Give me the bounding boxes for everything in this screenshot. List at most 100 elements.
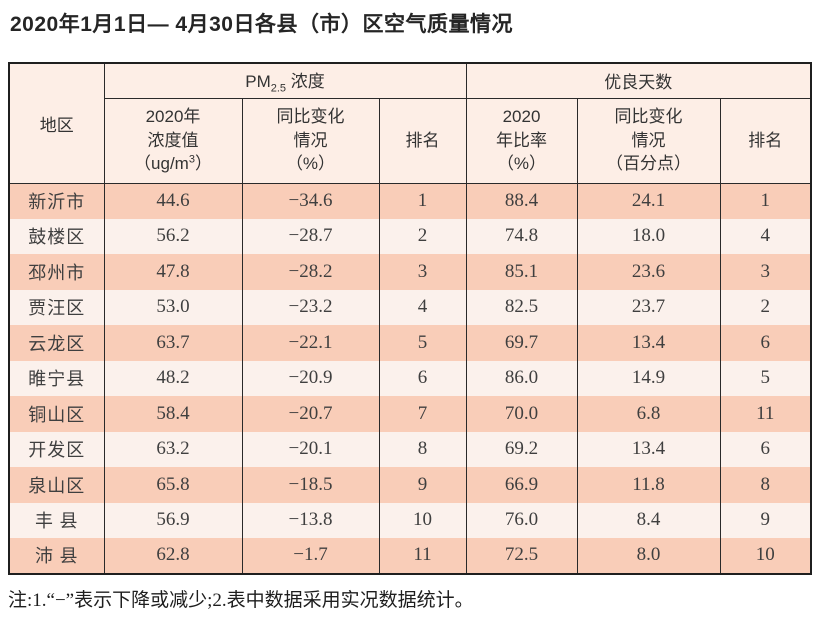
good-change-cell: 8.0 — [576, 538, 721, 574]
good-ratio-line1: 2020 — [502, 106, 541, 126]
pm-change-cell: −20.7 — [241, 396, 380, 432]
good-ratio-cell: 85.1 — [465, 254, 578, 290]
good-ratio-cell: 70.0 — [465, 396, 578, 432]
pm-change-cell: −20.9 — [241, 360, 380, 396]
region-cell: 睢宁县 — [8, 360, 105, 396]
pm-rank-cell: 5 — [378, 325, 467, 361]
col-header-good-ratio: 2020 年比率 （%） — [465, 98, 578, 184]
pm-value-cell: 63.7 — [103, 325, 243, 361]
good-change-cell: 8.4 — [576, 502, 721, 538]
pm-change-cell: −22.1 — [241, 325, 380, 361]
pm-yoy-line2: 情况 — [293, 130, 328, 150]
pm25-label-suffix: 浓度 — [286, 72, 325, 92]
good-yoy-unit: （百分点） — [606, 154, 691, 174]
table-row: 鼓楼区 56.2 −28.7 2 74.8 18.0 4 — [8, 218, 812, 254]
col-header-pm-yoy-change: 同比变化 情况 （%） — [241, 98, 380, 184]
pm-conc-line2: 浓度值 — [147, 130, 199, 150]
col-header-good-rank: 排名 — [719, 98, 812, 184]
table-row: 贾汪区 53.0 −23.2 4 82.5 23.7 2 — [8, 289, 812, 325]
pm-conc-unit: （ug/m3） — [105, 152, 242, 176]
table-row: 泉山区 65.8 −18.5 9 66.9 11.8 8 — [8, 467, 812, 503]
good-ratio-cell: 82.5 — [465, 289, 578, 325]
pm-change-cell: −1.7 — [241, 538, 380, 574]
good-change-cell: 13.4 — [576, 325, 721, 361]
region-cell: 新沂市 — [8, 183, 105, 219]
pm-yoy-line1: 同比变化 — [276, 106, 345, 126]
pm-rank-cell: 9 — [378, 467, 467, 503]
good-ratio-cell: 76.0 — [465, 502, 578, 538]
table-row: 邳州市 47.8 −28.2 3 85.1 23.6 3 — [8, 254, 812, 290]
region-cell: 贾汪区 — [8, 289, 105, 325]
pm-change-cell: −34.6 — [241, 183, 380, 219]
good-ratio-cell: 88.4 — [465, 183, 578, 219]
pm-change-cell: −28.2 — [241, 254, 380, 290]
pm-value-cell: 53.0 — [103, 289, 243, 325]
pm-rank-cell: 3 — [378, 254, 467, 290]
header-group-row: 地区 PM2.5 浓度 优良天数 — [8, 63, 812, 184]
good-yoy-line1: 同比变化 — [614, 106, 683, 126]
region-cell: 泉山区 — [8, 467, 105, 503]
region-cell: 邳州市 — [8, 254, 105, 290]
good-rank-cell: 6 — [719, 325, 812, 361]
good-rank-cell: 4 — [719, 218, 812, 254]
pm-rank-cell: 7 — [378, 396, 467, 432]
pm-value-cell: 44.6 — [103, 183, 243, 219]
pm-change-cell: −18.5 — [241, 467, 380, 503]
good-ratio-cell: 66.9 — [465, 467, 578, 503]
region-cell: 云龙区 — [8, 325, 105, 361]
pm-rank-cell: 2 — [378, 218, 467, 254]
good-ratio-line2: 年比率 — [496, 130, 547, 150]
good-rank-cell: 8 — [719, 467, 812, 503]
good-ratio-cell: 72.5 — [465, 538, 578, 574]
pm-rank-cell: 1 — [378, 183, 467, 219]
good-change-cell: 13.4 — [576, 431, 721, 467]
good-yoy-line2: 情况 — [631, 130, 666, 150]
col-header-pm-rank: 排名 — [378, 98, 467, 184]
good-ratio-cell: 69.2 — [465, 431, 578, 467]
pm-rank-cell: 8 — [378, 431, 467, 467]
col-header-region: 地区 — [8, 63, 105, 184]
pm-rank-cell: 4 — [378, 289, 467, 325]
pm-change-cell: −20.1 — [241, 431, 380, 467]
pm-conc-unit-open: （ug/m — [134, 154, 189, 174]
pm-value-cell: 63.2 — [103, 431, 243, 467]
region-cell: 开发区 — [8, 431, 105, 467]
good-rank-cell: 3 — [719, 254, 812, 290]
table-header: 地区 PM2.5 浓度 优良天数 2020年 浓度值 （ug/m3） 同比变化 … — [8, 63, 812, 184]
pm-value-cell: 47.8 — [103, 254, 243, 290]
footnote: 注:1.“−”表示下降或减少;2.表中数据采用实况数据统计。 — [8, 590, 474, 611]
good-rank-cell: 11 — [719, 396, 812, 432]
good-change-cell: 11.8 — [576, 467, 721, 503]
col-header-pm-concentration: 2020年 浓度值 （ug/m3） — [103, 98, 243, 184]
pm-conc-line1: 2020年 — [145, 106, 201, 126]
good-rank-cell: 1 — [719, 183, 812, 219]
region-cell: 鼓楼区 — [8, 218, 105, 254]
good-ratio-cell: 86.0 — [465, 360, 578, 396]
pm-conc-unit-sup: 3 — [188, 153, 195, 166]
table-row: 睢宁县 48.2 −20.9 6 86.0 14.9 5 — [8, 360, 812, 396]
good-change-cell: 24.1 — [576, 183, 721, 219]
pm-rank-cell: 10 — [378, 502, 467, 538]
table-row: 云龙区 63.7 −22.1 5 69.7 13.4 6 — [8, 325, 812, 361]
col-header-good-yoy-change: 同比变化 情况 （百分点） — [576, 98, 721, 184]
table-body: 新沂市 44.6 −34.6 1 88.4 24.1 1 鼓楼区 56.2 −2… — [8, 183, 812, 574]
good-change-cell: 14.9 — [576, 360, 721, 396]
header-sub-row: 2020年 浓度值 （ug/m3） 同比变化 情况 （%） 排名 2020 年比… — [9, 98, 812, 184]
good-ratio-cell: 69.7 — [465, 325, 578, 361]
good-rank-cell: 10 — [719, 538, 812, 574]
pm-change-cell: −23.2 — [241, 289, 380, 325]
pm-conc-unit-close: ） — [194, 154, 212, 174]
good-change-cell: 23.6 — [576, 254, 721, 290]
good-change-cell: 6.8 — [576, 396, 721, 432]
good-ratio-unit: （%） — [496, 154, 547, 174]
pm-value-cell: 56.2 — [103, 218, 243, 254]
pm-change-cell: −13.8 — [241, 502, 380, 538]
pm-change-cell: −28.7 — [241, 218, 380, 254]
table-row: 丰 县 56.9 −13.8 10 76.0 8.4 9 — [8, 502, 812, 538]
pm-rank-cell: 6 — [378, 360, 467, 396]
pm-yoy-unit: （%） — [285, 154, 336, 174]
pm-value-cell: 62.8 — [103, 538, 243, 574]
table-row: 铜山区 58.4 −20.7 7 70.0 6.8 11 — [8, 396, 812, 432]
col-group-pm25: PM2.5 浓度 — [103, 63, 467, 99]
air-quality-table: 地区 PM2.5 浓度 优良天数 2020年 浓度值 （ug/m3） 同比变化 … — [8, 62, 812, 575]
